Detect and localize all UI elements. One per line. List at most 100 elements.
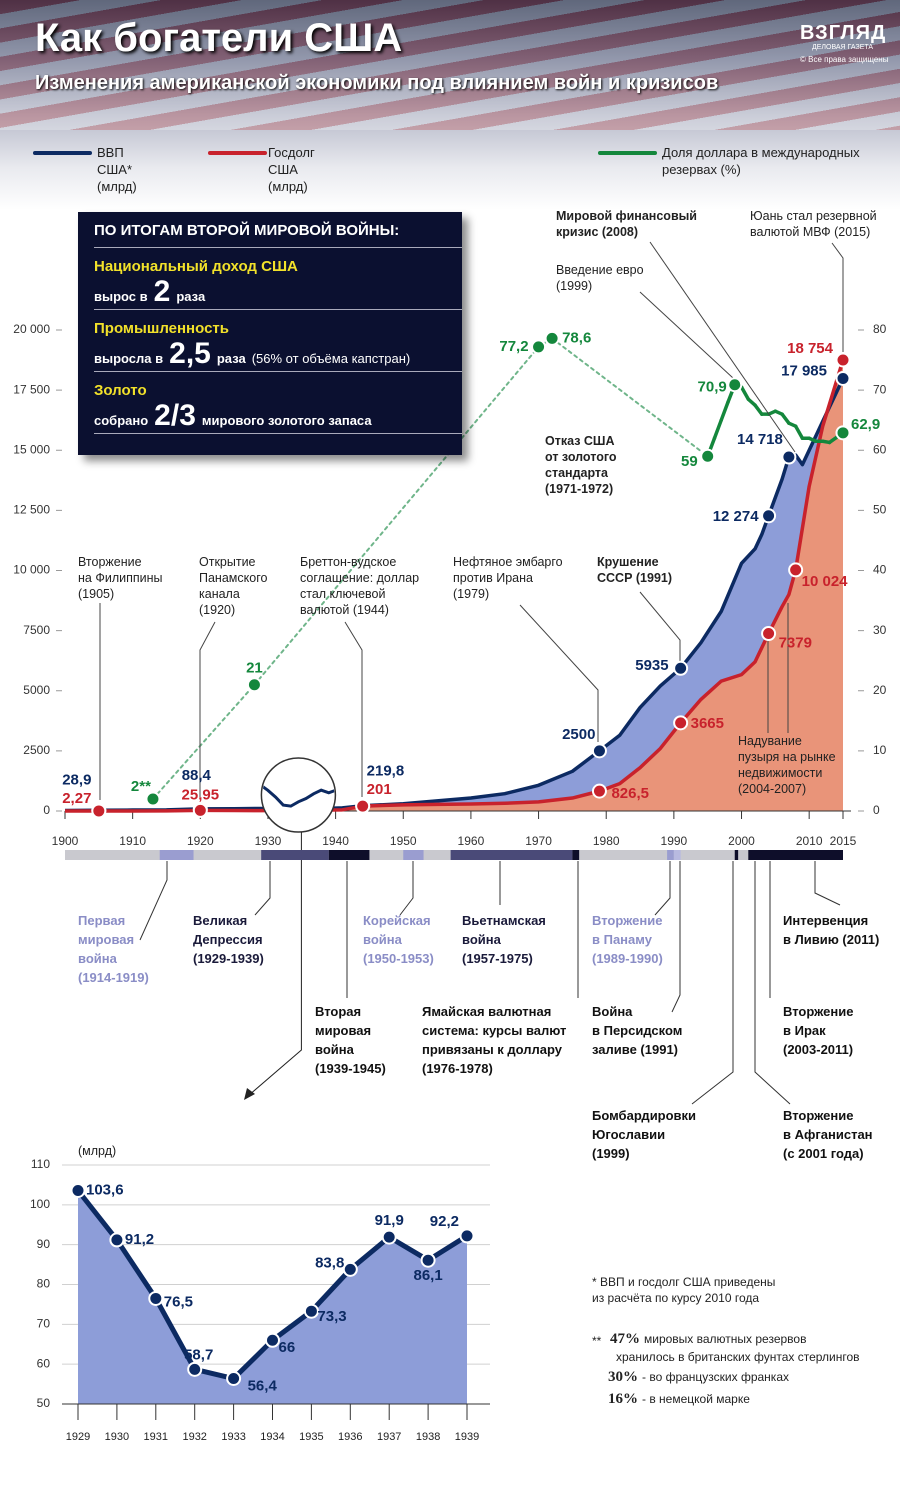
event-line: в Ирак xyxy=(783,1023,826,1038)
reserve-row: 30% - во французских франках xyxy=(608,1369,789,1386)
annotation-line: валютой (1944) xyxy=(300,603,389,617)
info-heading: Национальный доход США xyxy=(94,258,298,275)
data-point xyxy=(192,802,208,818)
y-tick-label: 20 000 xyxy=(13,322,50,336)
x-tick-label: 1929 xyxy=(66,1431,90,1443)
data-point xyxy=(265,1332,280,1348)
y-tick-label: 80 xyxy=(37,1277,51,1291)
annotation-line: (2004-2007) xyxy=(738,782,807,796)
series-area xyxy=(65,359,843,811)
leader-line xyxy=(649,241,796,453)
dollar-share-segment xyxy=(712,418,723,440)
dollar-share-segment xyxy=(780,412,791,425)
unit-label: (млрд) xyxy=(78,1144,117,1158)
footnote-mark: ** xyxy=(592,1334,602,1348)
x-tick-label: 1970 xyxy=(525,834,552,848)
event-line: (1976-1978) xyxy=(422,1061,493,1076)
period-bar xyxy=(572,850,580,860)
x-tick-label: 2010 xyxy=(796,834,823,848)
event: Великая Депрессия (1929-1939) xyxy=(193,911,264,968)
y-tick-label: 10 000 xyxy=(13,563,50,577)
data-point xyxy=(303,1303,319,1319)
info-text: (56% от объёма капстран) xyxy=(251,351,411,366)
annotation-line: пузыря на рынке xyxy=(738,750,836,764)
data-point xyxy=(544,330,560,346)
x-tick-label: 2000 xyxy=(728,834,755,848)
y-tick-label: 5000 xyxy=(23,683,50,697)
x-tick-label: 1920 xyxy=(187,834,214,848)
annotation-line: соглашение: доллар xyxy=(300,571,420,585)
annotation: Отказ США от золотого стандарта (1971-1972) xyxy=(545,433,617,497)
leader-line xyxy=(639,291,734,379)
dollar-share-segment xyxy=(719,400,730,422)
data-point xyxy=(788,562,804,578)
value-label: 10 024 xyxy=(802,573,849,590)
event-line: Война xyxy=(592,1004,633,1019)
data-point xyxy=(761,508,777,524)
annotation-line: Введение евро xyxy=(556,263,644,277)
y-tick-label: 100 xyxy=(30,1197,50,1211)
value-label: 201 xyxy=(367,781,392,798)
event-line: Ямайская валютная xyxy=(422,1004,552,1019)
y2-tick-label: 0 xyxy=(873,803,880,817)
event: Бомбардировки Югославии (1999) xyxy=(592,1106,696,1163)
footnote: * ВВП и госдолг США приведены xyxy=(592,1275,776,1289)
value-label: 88,4 xyxy=(182,767,212,784)
data-point xyxy=(70,1182,86,1198)
period-bar xyxy=(667,850,674,860)
x-tick-label: 1931 xyxy=(144,1431,168,1443)
x-tick-label: 1935 xyxy=(299,1431,323,1443)
x-tick-label: 1950 xyxy=(390,834,417,848)
annotation: Бреттон-вудское соглашение: доллар стал кл… xyxy=(300,554,419,618)
annotation-line: кризис (2008) xyxy=(556,225,639,239)
event-line: война xyxy=(462,932,501,947)
data-point xyxy=(700,448,716,464)
y-tick-label: 60 xyxy=(37,1356,51,1370)
x-tick-label: 2015 xyxy=(830,834,857,848)
dollar-share-segment xyxy=(753,403,764,416)
y2-tick-label: 20 xyxy=(873,683,887,697)
data-point xyxy=(835,370,851,386)
x-tick-label: 1940 xyxy=(322,834,349,848)
y2-tick-label: 40 xyxy=(873,563,887,577)
logo-sub: ДЕЛОВАЯ ГАЗЕТА xyxy=(812,44,874,51)
annotation: Вторжение на Филиппины (1905) xyxy=(78,554,163,602)
annotation-line: (1999) xyxy=(556,279,593,293)
event-line: Бомбардировки xyxy=(592,1108,697,1123)
annotation: Нефтяное эмбарго против Ирана (1979) xyxy=(453,554,563,602)
annotation-line: против Ирана xyxy=(453,571,533,585)
event-line: (с 2001 года) xyxy=(783,1146,864,1161)
event-line: (1929-1939) xyxy=(193,951,264,966)
annotation-line: (1979) xyxy=(453,587,490,601)
event-line: в Афганистан xyxy=(783,1127,873,1142)
event: Корейская война (1950-1953) xyxy=(363,911,434,968)
period-bar xyxy=(734,850,739,860)
value-label: 28,9 xyxy=(62,771,91,788)
info-figure: 2 xyxy=(153,275,171,308)
legend-unit: (млрд) xyxy=(268,179,308,194)
event-line: Интервенция xyxy=(783,913,869,928)
info-line: вырос в 2 раза xyxy=(94,275,462,310)
data-point xyxy=(673,715,689,731)
data-point xyxy=(109,1232,125,1248)
period-bar xyxy=(328,850,370,860)
value-label: 7379 xyxy=(779,635,812,652)
data-point xyxy=(459,1228,475,1244)
info-text: собрано xyxy=(94,413,149,428)
event-line: в Ливию (2011) xyxy=(783,932,880,947)
leader-line xyxy=(831,242,844,352)
data-point xyxy=(148,1290,164,1306)
value-label: 56,4 xyxy=(248,1377,278,1394)
event-line: заливе (1991) xyxy=(592,1042,679,1057)
annotation: Введение евро (1999) xyxy=(556,262,644,294)
event-line: Первая xyxy=(78,913,126,928)
x-tick-label: 1932 xyxy=(182,1431,206,1443)
value-label: 62,9 xyxy=(851,416,880,433)
x-tick-label: 1990 xyxy=(661,834,688,848)
annotation: Надувание пузыря на рынке недвижимости (200… xyxy=(738,733,836,797)
dollar-share-segment xyxy=(253,345,540,686)
event-line: Вьетнамская xyxy=(462,913,546,928)
event-line: в Персидском xyxy=(592,1023,683,1038)
info-title: ПО ИТОГАМ ВТОРОЙ МИРОВОЙ ВОЙНЫ: xyxy=(94,222,462,248)
